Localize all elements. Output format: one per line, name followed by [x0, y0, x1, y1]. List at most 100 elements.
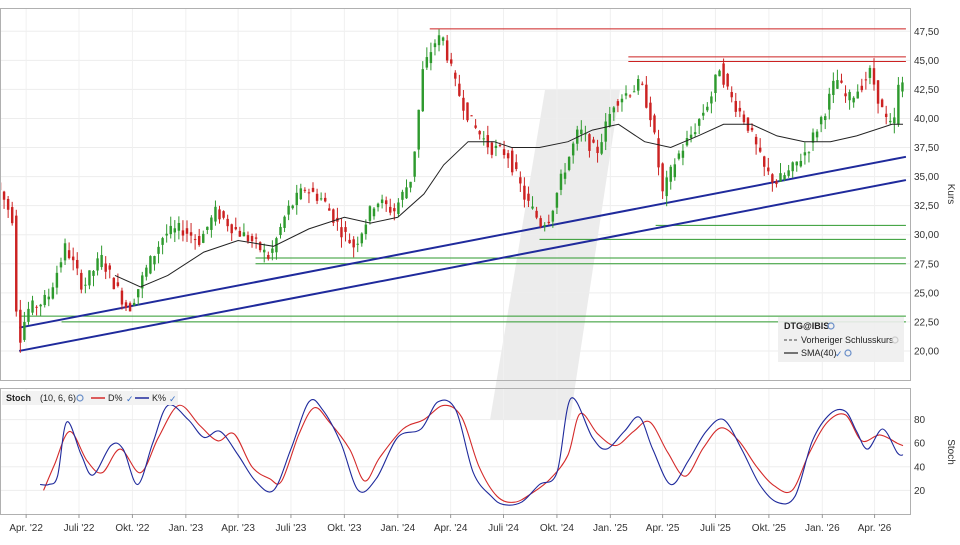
- candle-body: [246, 235, 250, 242]
- price-legend: DTG@IBIS Vorheriger Schlusskurs SMA(40) …: [778, 317, 904, 362]
- candle-body: [527, 193, 530, 201]
- candle-body: [710, 96, 713, 104]
- candle-body: [267, 254, 270, 259]
- candle-body: [104, 263, 107, 272]
- candle-body: [161, 238, 164, 245]
- candle-body: [515, 162, 518, 170]
- candle-body: [807, 152, 811, 154]
- candle-body: [486, 135, 490, 148]
- price-tick-label: 47,50: [914, 27, 939, 38]
- candle-body: [173, 228, 177, 233]
- price-axis: 47,50 45,00 42,50 40,00 37,50 35,00 32,50 30,00…: [914, 27, 939, 358]
- candle-body: [580, 129, 583, 135]
- candle-body: [364, 224, 368, 235]
- candle-body: [661, 163, 664, 192]
- candle-body: [393, 208, 396, 212]
- candle-body: [840, 80, 843, 83]
- candle-body: [409, 181, 412, 188]
- legend-box: [778, 317, 904, 362]
- stoch-legend-box: [2, 391, 178, 405]
- candle-body: [811, 132, 815, 143]
- candle-body: [10, 207, 14, 224]
- candle-body: [815, 131, 819, 138]
- candle-body: [632, 91, 636, 93]
- candle-body: [547, 221, 551, 224]
- candle-body: [189, 232, 193, 236]
- stoch-k-line: [40, 397, 904, 506]
- candle-body: [417, 109, 420, 150]
- stoch-lines: [40, 397, 904, 506]
- candle-body: [76, 259, 79, 269]
- candle-body: [775, 181, 778, 185]
- candle-body: [303, 189, 307, 191]
- candle-body: [47, 296, 51, 300]
- candle-body: [31, 300, 34, 313]
- candle-body: [689, 134, 693, 138]
- candle-body: [567, 156, 571, 170]
- candle-body: [230, 224, 233, 234]
- candle-body: [450, 59, 453, 64]
- date-tick-label: Apr. '23: [221, 523, 255, 534]
- candle-body: [454, 72, 457, 79]
- date-tick-label: Juli '23: [276, 523, 307, 534]
- candle-body: [462, 97, 465, 111]
- candle-body: [157, 246, 160, 254]
- candle-body: [380, 199, 384, 204]
- candle-body: [340, 227, 343, 238]
- candle-body: [803, 152, 807, 156]
- candle-body: [750, 127, 754, 131]
- candle-body: [844, 93, 847, 97]
- candle-body: [628, 95, 632, 97]
- stoch-d-check-icon[interactable]: ✓: [126, 394, 134, 404]
- candle-body: [852, 97, 855, 103]
- stoch-axis-label: Stoch: [945, 439, 956, 465]
- legend-entry-sma-check-icon[interactable]: ✓: [835, 349, 843, 359]
- candle-body: [531, 206, 534, 209]
- candle-body: [612, 107, 616, 113]
- candle-body: [860, 85, 864, 91]
- candle-body: [437, 35, 441, 46]
- candle-body: [226, 218, 229, 227]
- stoch-k-check-icon[interactable]: ✓: [169, 394, 177, 404]
- date-tick-label: Apr. '26: [858, 523, 892, 534]
- candle-body: [848, 91, 851, 101]
- candle-body: [665, 177, 668, 197]
- candle-body: [287, 205, 290, 215]
- candle-body: [401, 191, 404, 200]
- candle-body: [332, 209, 335, 223]
- main-panel-frame: [0, 8, 911, 381]
- candle-body: [55, 272, 59, 288]
- legend-entry-sma-settings-icon[interactable]: [844, 349, 852, 357]
- date-tick-label: Juli '22: [64, 523, 95, 534]
- candle-body: [19, 309, 22, 343]
- candle-body: [722, 63, 725, 85]
- date-tick-label: Okt. '22: [115, 523, 150, 534]
- candle-body: [799, 160, 803, 167]
- candle-body: [608, 114, 611, 127]
- candle-body: [758, 147, 762, 152]
- stoch-settings-icon[interactable]: [76, 394, 84, 402]
- candle-body: [356, 243, 359, 245]
- candle-body: [693, 132, 697, 135]
- candle-body: [734, 100, 738, 112]
- legend-entry-previous-close-settings-icon[interactable]: [891, 336, 899, 344]
- candle-body: [372, 208, 376, 217]
- candle-body: [494, 145, 498, 149]
- price-tick-label: 22,50: [914, 317, 939, 328]
- candle-body: [433, 43, 437, 48]
- candle-body: [641, 83, 644, 85]
- candle-body: [624, 93, 628, 96]
- date-tick-label: Okt. '23: [327, 523, 362, 534]
- candle-body: [6, 198, 10, 210]
- candle-body: [165, 233, 168, 236]
- price-tick-label: 40,00: [914, 114, 939, 125]
- candle-body: [23, 321, 26, 340]
- stoch-tick-label: 60: [914, 439, 926, 450]
- candle-body: [519, 177, 522, 184]
- candle-body: [360, 233, 364, 244]
- candle-body: [767, 167, 770, 172]
- legend-title-settings-icon[interactable]: [827, 322, 835, 330]
- date-tick-label: Apr. '24: [434, 523, 468, 534]
- candle-body: [206, 226, 209, 230]
